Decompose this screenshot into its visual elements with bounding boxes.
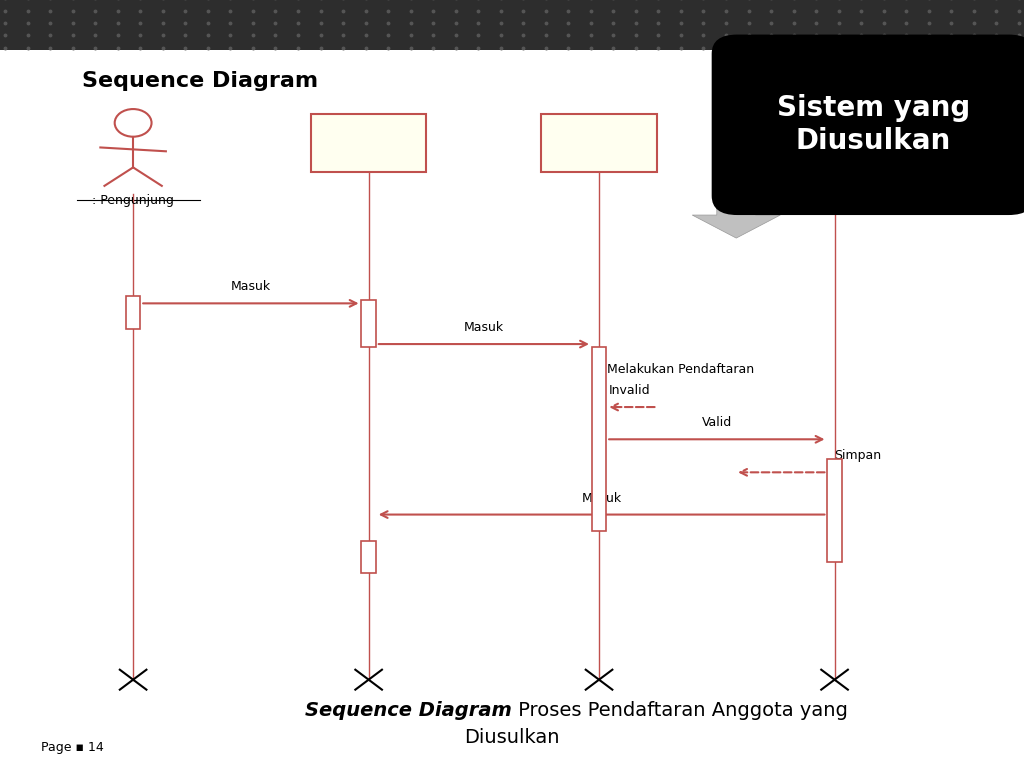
Text: Masuk: Masuk	[582, 492, 622, 505]
FancyBboxPatch shape	[592, 347, 606, 531]
Text: Diusulkan: Diusulkan	[464, 728, 560, 746]
FancyBboxPatch shape	[126, 296, 140, 329]
FancyBboxPatch shape	[776, 114, 892, 172]
FancyBboxPatch shape	[712, 35, 1024, 215]
Text: Masuk: Masuk	[464, 321, 504, 334]
Text: Page ▪ 14: Page ▪ 14	[41, 741, 103, 754]
Text: Simpan: Simpan	[835, 449, 882, 462]
FancyBboxPatch shape	[361, 541, 376, 573]
FancyBboxPatch shape	[311, 114, 426, 172]
Text: Sequence Diagram: Sequence Diagram	[82, 71, 318, 91]
Text: Tabel Anggota: Tabel Anggota	[790, 137, 880, 149]
Text: Halaman 
Utama: Halaman Utama	[339, 128, 398, 157]
Text: Halaman Datar
Anggota: Halaman Datar Anggota	[551, 128, 647, 157]
FancyBboxPatch shape	[827, 459, 842, 562]
FancyBboxPatch shape	[361, 300, 376, 347]
Text: Sequence Diagram: Sequence Diagram	[305, 701, 512, 720]
FancyBboxPatch shape	[0, 0, 1024, 50]
Text: : Pengunjung: : Pengunjung	[92, 194, 174, 207]
Text: Melakukan Pendaftaran: Melakukan Pendaftaran	[607, 363, 755, 376]
Polygon shape	[692, 192, 780, 238]
Text: Masuk: Masuk	[230, 280, 271, 293]
Text: Sistem yang
Diusulkan: Sistem yang Diusulkan	[777, 94, 970, 154]
Text: Invalid: Invalid	[608, 384, 650, 397]
Text: Valid: Valid	[701, 416, 732, 429]
Text: Proses Pendaftaran Anggota yang: Proses Pendaftaran Anggota yang	[512, 701, 848, 720]
FancyBboxPatch shape	[541, 114, 657, 172]
